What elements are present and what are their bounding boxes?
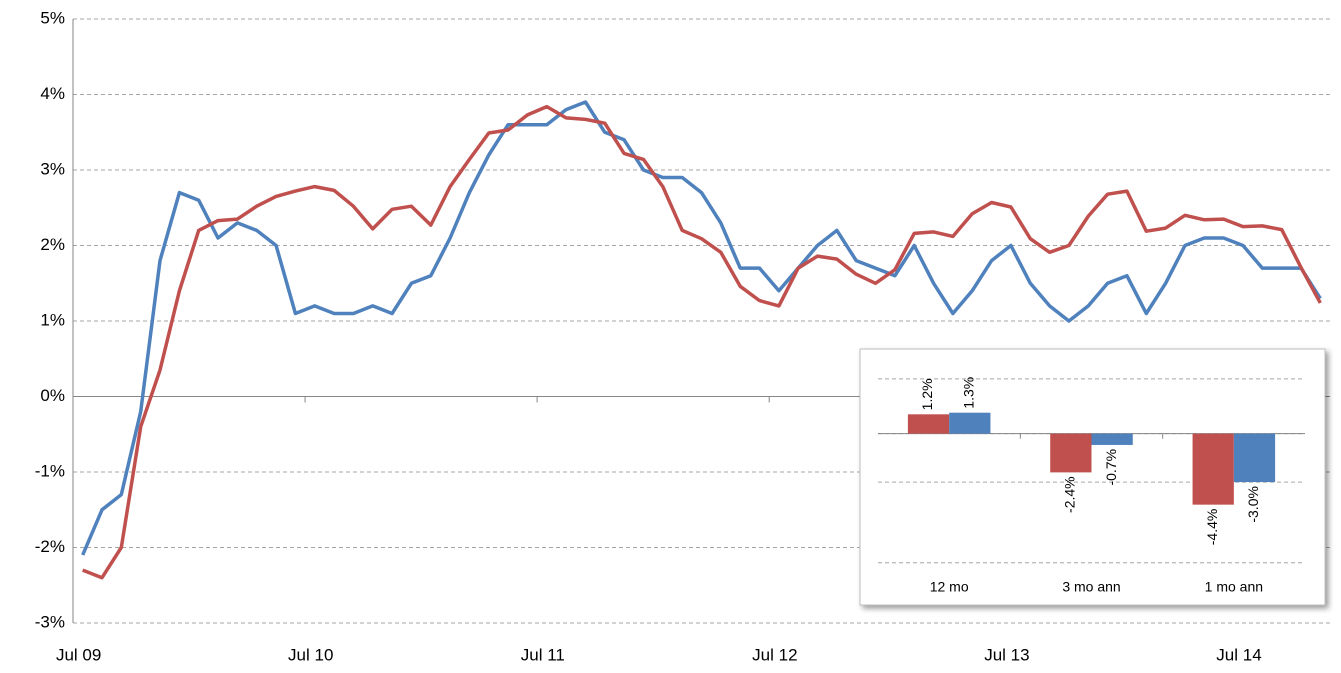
data-label: -2.4%	[1062, 476, 1078, 513]
y-tick-label: 4%	[40, 84, 65, 103]
y-tick-label: 1%	[40, 310, 65, 329]
bar	[949, 412, 991, 434]
data-label: -0.7%	[1103, 449, 1119, 486]
y-tick-label: -2%	[35, 537, 65, 556]
bar	[1050, 433, 1092, 473]
bar	[1192, 433, 1234, 505]
y-tick-label: -3%	[35, 612, 65, 631]
x-tick-label: Jul 11	[521, 645, 565, 664]
y-tick-label: 5%	[40, 8, 65, 27]
x-tick-label: 1 mo ann	[1205, 579, 1263, 595]
y-tick-label: 3%	[40, 159, 65, 178]
data-label: -3.0%	[1245, 486, 1261, 523]
x-tick-label: Jul 13	[984, 645, 1029, 664]
y-tick-label: -1%	[35, 461, 65, 480]
bar	[1233, 433, 1276, 483]
bar	[1091, 433, 1133, 445]
x-tick-label: 12 mo	[930, 579, 969, 595]
bar	[907, 414, 950, 434]
x-tick-label: Jul 14	[1216, 645, 1261, 664]
line-series	[82, 104, 1322, 580]
y-tick-label: 0%	[40, 386, 65, 405]
x-tick-label: 3 mo ann	[1062, 579, 1120, 595]
data-label: 1.3%	[961, 377, 977, 409]
line-series	[81, 100, 1322, 556]
data-label: 1.2%	[919, 378, 935, 410]
data-label: -4.4%	[1204, 509, 1220, 546]
x-tick-label: Jul 10	[288, 645, 333, 664]
x-tick-label: Jul 12	[752, 645, 797, 664]
x-tick-label: Jul 09	[56, 645, 101, 664]
y-tick-label: 2%	[40, 235, 65, 254]
